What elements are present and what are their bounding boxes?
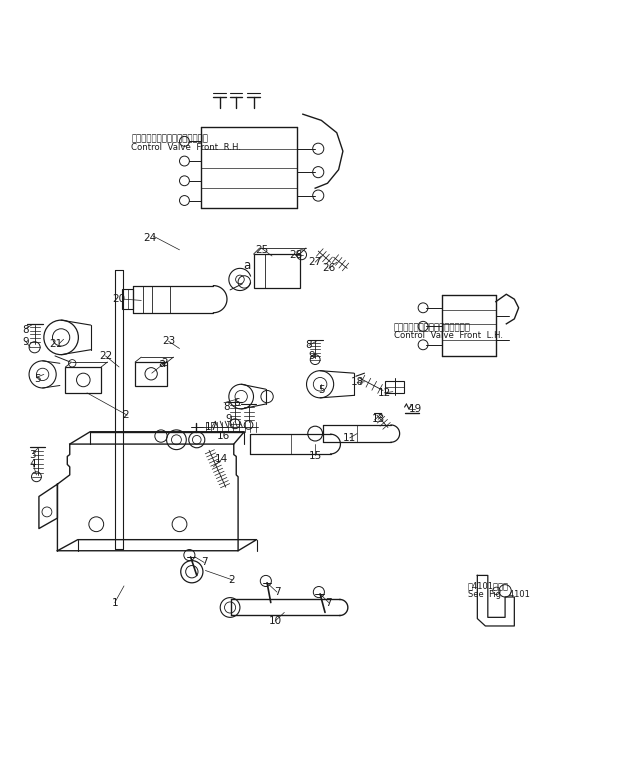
- Text: 5: 5: [35, 374, 41, 384]
- Text: 19: 19: [408, 404, 421, 414]
- Text: 7: 7: [201, 557, 208, 567]
- Text: 18: 18: [350, 378, 364, 387]
- Text: 11: 11: [343, 433, 357, 443]
- Text: See  Fig.  4101: See Fig. 4101: [468, 590, 530, 599]
- Text: 12: 12: [378, 388, 391, 398]
- Text: 14: 14: [215, 454, 228, 464]
- Text: 10: 10: [269, 616, 282, 626]
- Text: 4: 4: [30, 460, 36, 470]
- Text: 20: 20: [112, 295, 125, 305]
- Text: a: a: [243, 259, 251, 271]
- Text: 23: 23: [162, 336, 175, 346]
- Text: コントロールバルブフロント　左: コントロールバルブフロント 左: [394, 323, 471, 332]
- Text: 第4101図参照: 第4101図参照: [468, 581, 509, 591]
- Text: 1: 1: [111, 598, 118, 608]
- Text: 5: 5: [318, 385, 324, 395]
- Text: 2: 2: [122, 410, 129, 420]
- Text: 28: 28: [289, 250, 302, 260]
- Bar: [386, 381, 404, 393]
- Text: 27: 27: [308, 258, 322, 268]
- Text: 22: 22: [99, 351, 112, 361]
- Text: 6: 6: [233, 398, 240, 408]
- Text: 24: 24: [143, 233, 156, 243]
- Text: 16: 16: [218, 431, 231, 441]
- Text: 7: 7: [274, 587, 280, 597]
- Text: 7: 7: [326, 598, 332, 608]
- Text: 9: 9: [226, 415, 232, 424]
- Text: 8: 8: [306, 341, 312, 351]
- Text: 26: 26: [322, 264, 336, 274]
- Text: 2: 2: [161, 359, 167, 369]
- Bar: [66, 367, 101, 393]
- Text: 13: 13: [371, 415, 384, 424]
- Text: 25: 25: [255, 245, 269, 255]
- Text: Control  Valve  Front  L.H.: Control Valve Front L.H.: [394, 332, 503, 341]
- Text: 15: 15: [308, 451, 322, 461]
- Text: a: a: [159, 358, 166, 370]
- Bar: [122, 289, 133, 309]
- Text: 2: 2: [229, 574, 235, 584]
- Text: 8: 8: [22, 325, 28, 335]
- Text: 3: 3: [30, 450, 36, 460]
- Bar: [135, 362, 167, 386]
- Text: コントロールバルブフロント　右: コントロールバルブフロント 右: [132, 135, 208, 143]
- Text: 21: 21: [49, 338, 63, 348]
- Text: 17: 17: [205, 423, 218, 433]
- Text: 9: 9: [22, 338, 28, 348]
- Bar: [253, 254, 300, 288]
- Text: Control  Valve  Front  R.H.: Control Valve Front R.H.: [132, 143, 242, 153]
- Text: 8: 8: [223, 402, 230, 412]
- Text: 9: 9: [308, 351, 315, 361]
